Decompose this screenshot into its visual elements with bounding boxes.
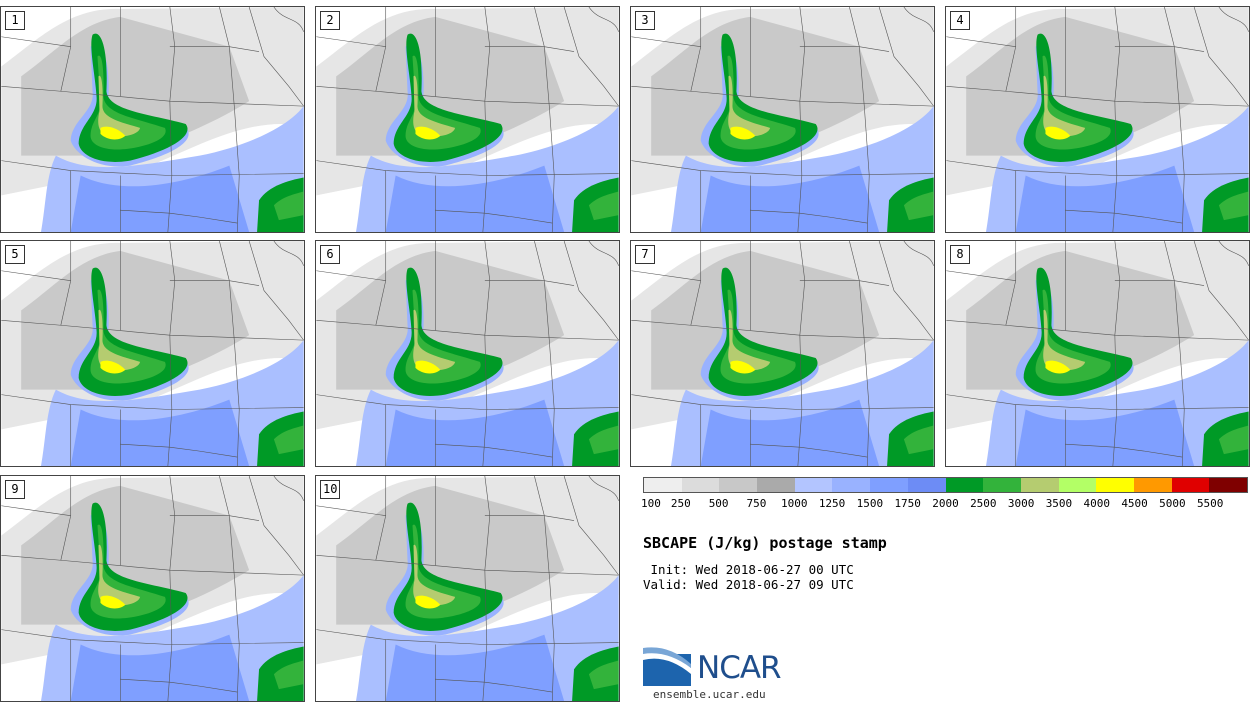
ncar-logo-text: NCAR: [697, 650, 782, 686]
colorbar-tick-label: 3000: [1007, 497, 1035, 510]
colorbar-swatch: [719, 478, 758, 492]
member-label: 9: [5, 480, 25, 499]
map-panel: 3: [630, 6, 935, 233]
colorbar-tick-labels: 100 250 500 750 1000 1250 1500 1750 2000 2500 3000…: [641, 497, 1248, 511]
cape-map: [1, 241, 304, 466]
init-time: Init: Wed 2018-06-27 00 UTC: [643, 562, 854, 577]
colorbar-tick-label: 1250: [818, 497, 846, 510]
colorbar-swatch: [870, 478, 908, 492]
colorbar-swatch: [644, 478, 682, 492]
member-label: 1: [5, 11, 25, 30]
colorbar-tick-label: 5500: [1196, 497, 1224, 510]
cape-map: [1, 7, 304, 232]
colorbar-swatch: [681, 478, 720, 492]
member-label: 7: [635, 245, 655, 264]
colorbar-tick-label: 2000: [932, 497, 959, 510]
member-label: 3: [635, 11, 655, 30]
member-label: 2: [320, 11, 340, 30]
map-panel: 7: [630, 240, 935, 467]
map-panel: 5: [0, 240, 305, 467]
cape-map: [1, 476, 304, 701]
map-panel: 6: [315, 240, 620, 467]
cape-map: [316, 7, 619, 232]
map-panel: 8: [945, 240, 1250, 467]
map-panel: 1: [0, 6, 305, 233]
cape-map: [946, 241, 1249, 466]
colorbar-swatch: [1058, 478, 1097, 492]
map-panel: 2: [315, 6, 620, 233]
ncar-logo-icon: [643, 647, 691, 686]
colorbar-tick-label: 1500: [856, 497, 884, 510]
map-panel: 4: [945, 6, 1250, 233]
colorbar-tick-label: 1000: [781, 497, 808, 510]
member-label: 5: [5, 245, 25, 264]
site-url: ensemble.ucar.edu: [653, 688, 766, 701]
colorbar-swatch: [983, 478, 1021, 492]
colorbar-tick-label: 3500: [1045, 497, 1073, 510]
colorbar-tick-label: 100: [641, 497, 661, 510]
member-label: 10: [320, 480, 341, 499]
colorbar-tick-label: 1750: [894, 497, 921, 510]
colorbar-tick-label: 2500: [970, 497, 997, 510]
ncar-logo: NCAR: [643, 646, 803, 690]
colorbar-tick-label: 250: [670, 497, 691, 510]
colorbar-swatch: [832, 478, 871, 492]
colorbar-swatch: [907, 478, 946, 492]
colorbar-swatch: [757, 478, 795, 492]
colorbar-tick-label: 4000: [1083, 497, 1111, 510]
member-label: 6: [320, 245, 340, 264]
cape-map: [946, 7, 1249, 232]
member-label: 8: [950, 245, 970, 264]
colorbar-swatch: [1096, 478, 1134, 492]
colorbar-swatch: [794, 478, 833, 492]
map-panel: 9: [0, 475, 305, 702]
colorbar-tick-label: 500: [708, 497, 729, 510]
plot-title: SBCAPE (J/kg) postage stamp: [643, 534, 887, 552]
colorbar-swatch: [1171, 478, 1210, 492]
map-panel: 10: [315, 475, 620, 702]
colorbar-swatch: [1133, 478, 1172, 492]
colorbar: [643, 477, 1248, 493]
colorbar-swatch: [1209, 478, 1247, 492]
colorbar-tick-label: 4500: [1121, 497, 1148, 510]
member-label: 4: [950, 11, 970, 30]
colorbar-tick-label: 5000: [1159, 497, 1186, 510]
valid-time: Valid: Wed 2018-06-27 09 UTC: [643, 577, 854, 592]
cape-map: [631, 241, 934, 466]
cape-map: [316, 476, 619, 701]
cape-map: [631, 7, 934, 232]
colorbar-swatch: [945, 478, 984, 492]
cape-map: [316, 241, 619, 466]
colorbar-tick-label: 750: [746, 497, 767, 510]
colorbar-swatch: [1020, 478, 1059, 492]
